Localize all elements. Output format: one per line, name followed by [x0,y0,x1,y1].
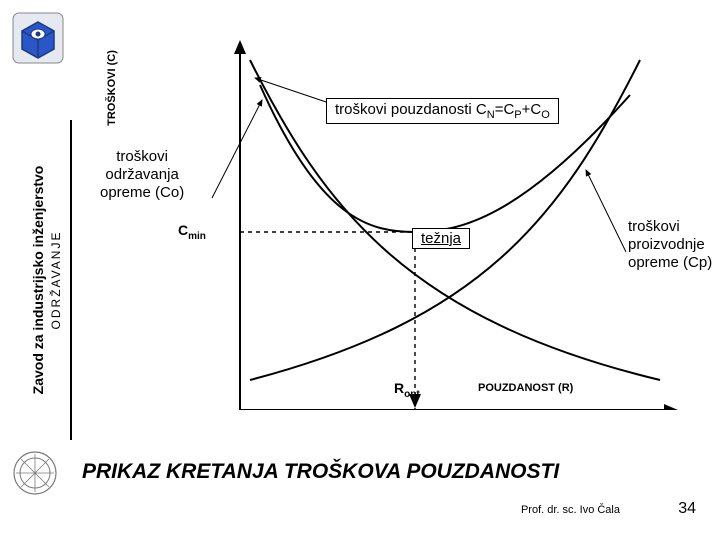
x-axis-label: POUZDANOST (R) [478,382,573,394]
label-co: troškoviodržavanjaopreme (Co) [100,148,184,202]
label-ropt: Ropt [394,380,420,400]
label-cn-text: troškovi pouzdanosti CN=CP+CO [335,101,550,118]
institution-logo-icon [12,12,64,64]
y-axis-label: TROŠKOVI (C) [106,50,118,126]
label-cp: troškoviproizvodnjeopreme (Cp) [628,218,712,272]
seal-icon [12,450,58,496]
page-number: 34 [678,500,696,518]
label-teznja: težnja [412,228,470,249]
sidebar-course: ODRŽAVANJE [49,231,63,330]
sidebar-dept: Zavod za industrijsko inženjerstvo [30,166,46,395]
author-name: Prof. dr. sc. Ivo Čala [521,504,620,516]
sidebar-divider [70,120,72,440]
slide-title: PRIKAZ KRETANJA TROŠKOVA POUZDANOSTI [82,460,559,484]
label-cn: troškovi pouzdanosti CN=CP+CO [326,98,559,124]
label-cmin: Cmin [178,222,206,242]
